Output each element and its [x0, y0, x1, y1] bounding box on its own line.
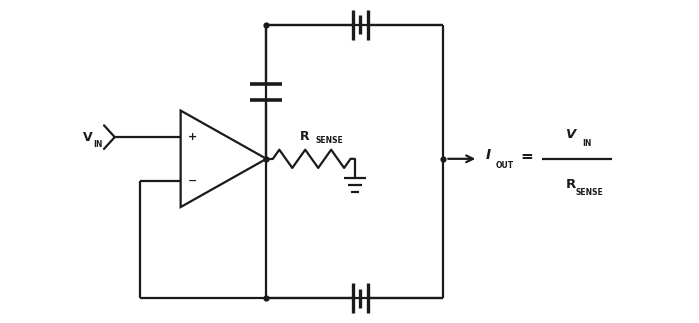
Text: OUT: OUT — [496, 161, 514, 170]
Text: IN: IN — [93, 140, 102, 149]
Text: R: R — [300, 130, 310, 143]
Text: =: = — [520, 149, 533, 164]
Text: +: + — [188, 132, 197, 142]
Text: −: − — [188, 175, 197, 185]
Text: R: R — [565, 178, 576, 191]
Text: SENSE: SENSE — [316, 136, 344, 145]
Text: V: V — [565, 128, 576, 141]
Text: SENSE: SENSE — [575, 188, 603, 197]
Text: IN: IN — [582, 139, 591, 148]
Text: V: V — [83, 130, 93, 144]
Text: I: I — [487, 148, 491, 162]
